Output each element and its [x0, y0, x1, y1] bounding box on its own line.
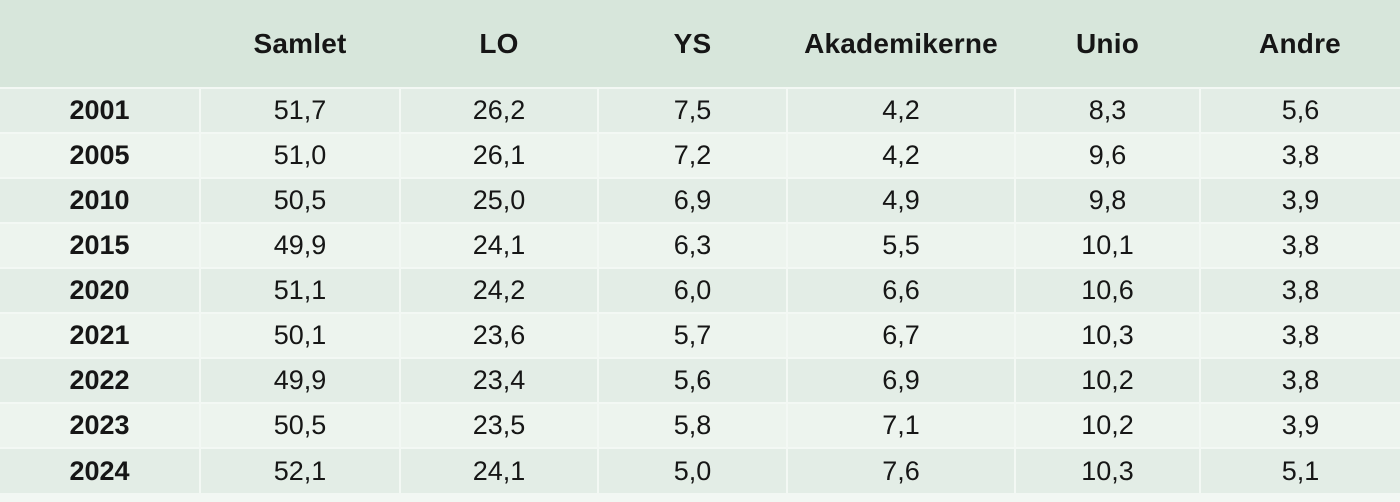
value-cell: 10,1 [1014, 222, 1200, 268]
year-cell: 2010 [0, 177, 200, 223]
value-cell: 6,9 [597, 177, 787, 223]
value-cell: 6,7 [786, 312, 1015, 358]
value-cell: 5,6 [1199, 87, 1400, 133]
value-cell: 23,5 [399, 402, 598, 448]
value-cell: 23,6 [399, 312, 598, 358]
year-cell: 2015 [0, 222, 200, 268]
value-cell: 50,5 [199, 402, 400, 448]
value-cell: 5,5 [786, 222, 1015, 268]
year-cell: 2005 [0, 132, 200, 178]
value-cell: 49,9 [199, 222, 400, 268]
column-header-andre: Andre [1259, 27, 1341, 59]
value-cell: 6,6 [786, 267, 1015, 313]
column-header-unio: Unio [1075, 27, 1139, 59]
value-cell: 7,2 [597, 132, 787, 178]
column-header-akademikerne: Akademikerne [804, 27, 998, 59]
table-body: 2001 51,7 26,2 7,5 4,2 8,3 5,6 2005 51,0… [0, 87, 1400, 493]
value-cell: 5,7 [597, 312, 787, 358]
value-cell: 6,0 [597, 267, 787, 313]
value-cell: 7,6 [786, 447, 1015, 493]
value-cell: 24,1 [399, 447, 598, 493]
value-cell: 24,2 [399, 267, 598, 313]
value-cell: 51,1 [199, 267, 400, 313]
year-cell: 2022 [0, 357, 200, 403]
value-cell: 10,2 [1014, 402, 1200, 448]
value-cell: 6,9 [786, 357, 1015, 403]
value-cell: 4,2 [786, 87, 1015, 133]
value-cell: 9,8 [1014, 177, 1200, 223]
value-cell: 4,2 [786, 132, 1015, 178]
table-row: 2001 51,7 26,2 7,5 4,2 8,3 5,6 [0, 87, 1400, 133]
value-cell: 23,4 [399, 357, 598, 403]
value-cell: 26,2 [399, 87, 598, 133]
column-header-blank [0, 0, 200, 88]
table-row: 2005 51,0 26,1 7,2 4,2 9,6 3,8 [0, 132, 1400, 178]
year-cell: 2023 [0, 402, 200, 448]
value-cell: 24,1 [399, 222, 598, 268]
year-cell: 2021 [0, 312, 200, 358]
table-row: 2010 50,5 25,0 6,9 4,9 9,8 3,9 [0, 177, 1400, 223]
column-header-lo: LO [479, 27, 519, 59]
value-cell: 10,2 [1014, 357, 1200, 403]
table-row: 2022 49,9 23,4 5,6 6,9 10,2 3,8 [0, 357, 1400, 403]
header-row: Samlet LO YS Akademikerne Unio Andre [0, 0, 1400, 88]
value-cell: 51,0 [199, 132, 400, 178]
value-cell: 3,8 [1199, 357, 1400, 403]
value-cell: 10,3 [1014, 312, 1200, 358]
value-cell: 50,5 [199, 177, 400, 223]
value-cell: 49,9 [199, 357, 400, 403]
value-cell: 3,9 [1199, 402, 1400, 448]
year-cell: 2001 [0, 87, 200, 133]
value-cell: 26,1 [399, 132, 598, 178]
column-header-ys: YS [673, 27, 712, 59]
value-cell: 5,8 [597, 402, 787, 448]
column-header-samlet: Samlet [253, 27, 347, 59]
value-cell: 3,9 [1199, 177, 1400, 223]
value-cell: 50,1 [199, 312, 400, 358]
value-cell: 51,7 [199, 87, 400, 133]
value-cell: 7,1 [786, 402, 1015, 448]
year-cell: 2020 [0, 267, 200, 313]
value-cell: 3,8 [1199, 267, 1400, 313]
value-cell: 25,0 [399, 177, 598, 223]
table-row: 2023 50,5 23,5 5,8 7,1 10,2 3,9 [0, 402, 1400, 448]
table-row: 2024 52,1 24,1 5,0 7,6 10,3 5,1 [0, 447, 1400, 493]
value-cell: 10,6 [1014, 267, 1200, 313]
table-row: 2021 50,1 23,6 5,7 6,7 10,3 3,8 [0, 312, 1400, 358]
value-cell: 3,8 [1199, 222, 1400, 268]
year-cell: 2024 [0, 447, 200, 493]
value-cell: 5,1 [1199, 447, 1400, 493]
value-cell: 6,3 [597, 222, 787, 268]
value-cell: 7,5 [597, 87, 787, 133]
value-cell: 9,6 [1014, 132, 1200, 178]
value-cell: 8,3 [1014, 87, 1200, 133]
value-cell: 4,9 [786, 177, 1015, 223]
value-cell: 3,8 [1199, 312, 1400, 358]
value-cell: 3,8 [1199, 132, 1400, 178]
table-row: 2015 49,9 24,1 6,3 5,5 10,1 3,8 [0, 222, 1400, 268]
value-cell: 5,0 [597, 447, 787, 493]
value-cell: 5,6 [597, 357, 787, 403]
value-cell: 52,1 [199, 447, 400, 493]
table-row: 2020 51,1 24,2 6,0 6,6 10,6 3,8 [0, 267, 1400, 313]
value-cell: 10,3 [1014, 447, 1200, 493]
